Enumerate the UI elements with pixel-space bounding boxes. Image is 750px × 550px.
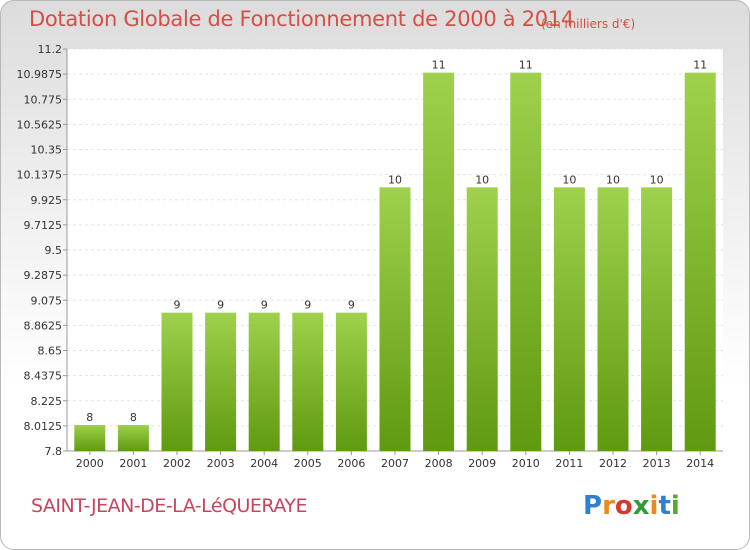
y-tick-label: 7.8 bbox=[45, 445, 63, 458]
bar-value-label: 10 bbox=[650, 173, 664, 186]
y-tick-label: 10.5625 bbox=[17, 118, 63, 131]
y-tick-label: 10.775 bbox=[24, 93, 63, 106]
y-tick-label: 8.4375 bbox=[24, 370, 63, 383]
bar-2003 bbox=[205, 312, 237, 451]
bar-value-label: 11 bbox=[693, 59, 707, 72]
logo-letter: t bbox=[658, 491, 671, 521]
y-tick-label: 8.8625 bbox=[24, 319, 63, 332]
x-tick-label: 2013 bbox=[643, 457, 671, 470]
y-tick-label: 9.925 bbox=[31, 194, 63, 207]
chart-title: Dotation Globale de Fonctionnement de 20… bbox=[29, 7, 574, 31]
logo-letter: i bbox=[649, 491, 659, 521]
y-tick-label: 9.075 bbox=[31, 294, 63, 307]
x-tick-label: 2008 bbox=[425, 457, 453, 470]
bar-value-label: 10 bbox=[475, 173, 489, 186]
x-tick-label: 2000 bbox=[76, 457, 104, 470]
bar-2011 bbox=[553, 187, 585, 451]
bar-2004 bbox=[248, 312, 280, 451]
bar-2001 bbox=[117, 424, 149, 451]
x-tick-label: 2001 bbox=[119, 457, 147, 470]
y-tick-label: 10.1375 bbox=[17, 169, 63, 182]
x-tick-label: 2002 bbox=[163, 457, 191, 470]
proxiti-logo[interactable]: Proxiti bbox=[583, 491, 680, 521]
x-tick-label: 2004 bbox=[250, 457, 278, 470]
bar-2008 bbox=[423, 72, 455, 451]
bar-value-label: 8 bbox=[86, 411, 93, 424]
y-tick-label: 11.2 bbox=[38, 43, 63, 56]
logo-letter: o bbox=[614, 491, 633, 521]
bar-value-label: 8 bbox=[130, 411, 137, 424]
bar-value-label: 9 bbox=[348, 299, 355, 312]
x-tick-label: 2014 bbox=[686, 457, 714, 470]
bar-2002 bbox=[161, 312, 193, 451]
logo-letter: P bbox=[583, 491, 603, 521]
bar-value-label: 11 bbox=[519, 59, 533, 72]
bar-value-label: 9 bbox=[261, 299, 268, 312]
x-tick-label: 2009 bbox=[468, 457, 496, 470]
bar-2014 bbox=[684, 72, 716, 451]
x-tick-label: 2010 bbox=[512, 457, 540, 470]
bar-2013 bbox=[641, 187, 673, 451]
x-tick-label: 2005 bbox=[294, 457, 322, 470]
y-tick-label: 10.9875 bbox=[17, 68, 63, 81]
bar-2005 bbox=[292, 312, 324, 451]
y-tick-label: 9.5 bbox=[45, 244, 63, 257]
bar-2012 bbox=[597, 187, 629, 451]
bar-2010 bbox=[510, 72, 542, 451]
y-tick-label: 9.2875 bbox=[24, 269, 63, 282]
y-tick-label: 10.35 bbox=[31, 144, 63, 157]
chart-subtitle: (en milliers d'€) bbox=[541, 17, 636, 31]
y-tick-label: 8.0125 bbox=[24, 420, 63, 433]
y-tick-label: 8.65 bbox=[38, 345, 63, 358]
x-tick-label: 2011 bbox=[555, 457, 583, 470]
logo-letter: r bbox=[602, 491, 615, 521]
bar-value-label: 9 bbox=[217, 299, 224, 312]
bar-value-label: 10 bbox=[606, 173, 620, 186]
bar-value-label: 10 bbox=[388, 173, 402, 186]
bar-value-label: 11 bbox=[432, 59, 446, 72]
bar-value-label: 9 bbox=[304, 299, 311, 312]
x-tick-label: 2007 bbox=[381, 457, 409, 470]
bar-2007 bbox=[379, 187, 411, 451]
bar-2009 bbox=[466, 187, 498, 451]
y-tick-label: 9.7125 bbox=[24, 219, 63, 232]
x-tick-label: 2012 bbox=[599, 457, 627, 470]
logo-letter: x bbox=[632, 491, 650, 521]
bar-value-label: 9 bbox=[174, 299, 181, 312]
bar-2000 bbox=[74, 424, 106, 451]
bar-2006 bbox=[335, 312, 367, 451]
bar-value-label: 10 bbox=[562, 173, 576, 186]
x-tick-label: 2003 bbox=[207, 457, 235, 470]
commune-name: SAINT-JEAN-DE-LA-LéQUERAYE bbox=[31, 495, 308, 517]
logo-letter: i bbox=[670, 491, 680, 521]
x-tick-label: 2006 bbox=[337, 457, 365, 470]
y-tick-label: 8.225 bbox=[31, 395, 63, 408]
